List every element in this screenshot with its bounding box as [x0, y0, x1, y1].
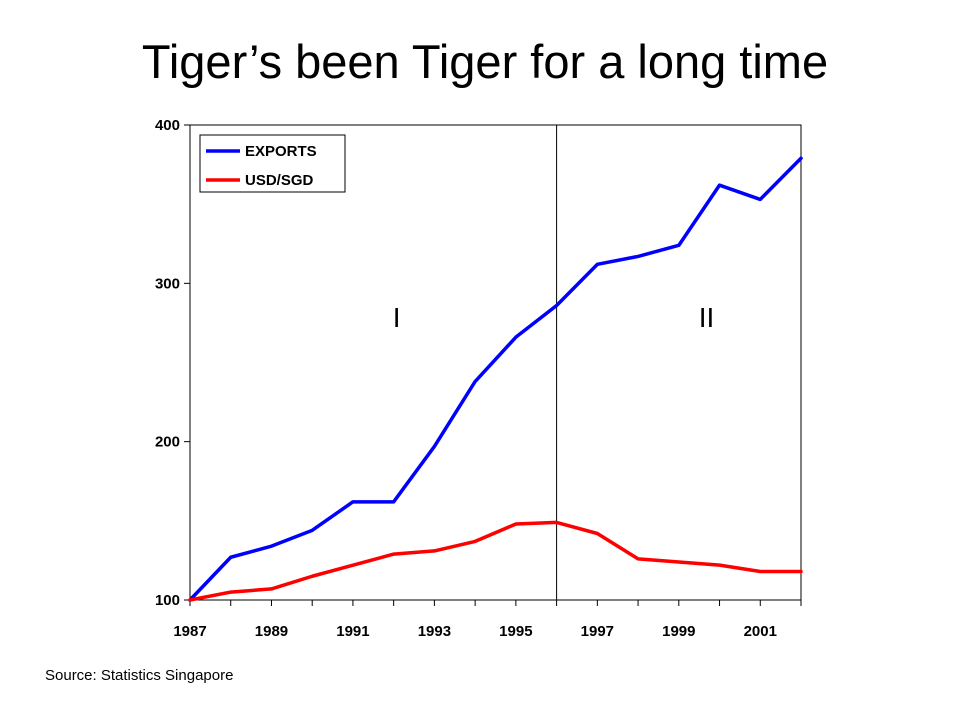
- data-point: [718, 563, 722, 567]
- data-point: [718, 183, 722, 187]
- y-tick-label: 400: [155, 117, 180, 134]
- data-point: [555, 304, 559, 307]
- data-point: [595, 262, 599, 266]
- x-tick-label: 1987: [173, 623, 206, 640]
- data-point: [269, 587, 273, 591]
- data-point: [514, 522, 518, 526]
- plot-area-frame: [189, 124, 802, 601]
- x-axis: 1987 1989 1991 1993 1995 1997 1999 2001: [173, 600, 802, 640]
- data-point: [351, 500, 355, 504]
- y-tick-label: 100: [155, 592, 180, 609]
- y-axis: 400 300 200 100: [155, 117, 190, 609]
- series-line-usd-sgd: [188, 520, 803, 602]
- x-tick-label: 1993: [418, 623, 451, 640]
- data-point: [799, 570, 803, 573]
- x-tick-label: 2001: [744, 623, 777, 640]
- data-point: [473, 539, 477, 543]
- data-point: [269, 544, 273, 548]
- period-label: II: [699, 302, 715, 333]
- x-tick-label: 1999: [662, 623, 695, 640]
- data-point: [229, 590, 233, 594]
- data-point: [758, 570, 762, 573]
- data-point: [758, 197, 762, 201]
- data-point: [432, 549, 436, 553]
- slide-title: Tiger’s been Tiger for a long time: [141, 35, 829, 88]
- y-tick-label: 200: [155, 434, 180, 451]
- data-point: [310, 574, 314, 578]
- legend: EXPORTS USD/SGD: [199, 134, 346, 193]
- data-point: [636, 557, 640, 561]
- data-point: [799, 156, 803, 160]
- data-point: [351, 563, 355, 567]
- x-tick-label: 1989: [255, 623, 288, 640]
- data-point: [473, 380, 477, 383]
- series-line-exports: [188, 156, 803, 602]
- legend-label: USD/SGD: [245, 172, 314, 189]
- data-point: [595, 532, 599, 535]
- data-point: [555, 520, 559, 524]
- x-tick-label: 1995: [499, 623, 532, 640]
- data-point: [636, 254, 640, 258]
- x-tick-label: 1991: [336, 623, 369, 640]
- period-label: I: [393, 302, 401, 333]
- data-point: [677, 560, 681, 564]
- legend-box: [199, 134, 346, 193]
- data-point: [432, 444, 436, 448]
- data-point: [514, 335, 518, 339]
- data-point: [392, 500, 396, 504]
- data-point: [229, 555, 233, 559]
- data-point: [188, 598, 192, 602]
- data-point: [677, 243, 681, 247]
- source-note: Source: Statistics Singapore: [45, 667, 234, 684]
- series-layer: [188, 156, 803, 602]
- x-tick-label: 1997: [581, 623, 614, 640]
- y-tick-label: 300: [155, 275, 180, 292]
- legend-label: EXPORTS: [245, 143, 317, 160]
- data-point: [310, 528, 314, 532]
- data-point: [392, 552, 396, 556]
- period-labels: I II: [393, 302, 715, 333]
